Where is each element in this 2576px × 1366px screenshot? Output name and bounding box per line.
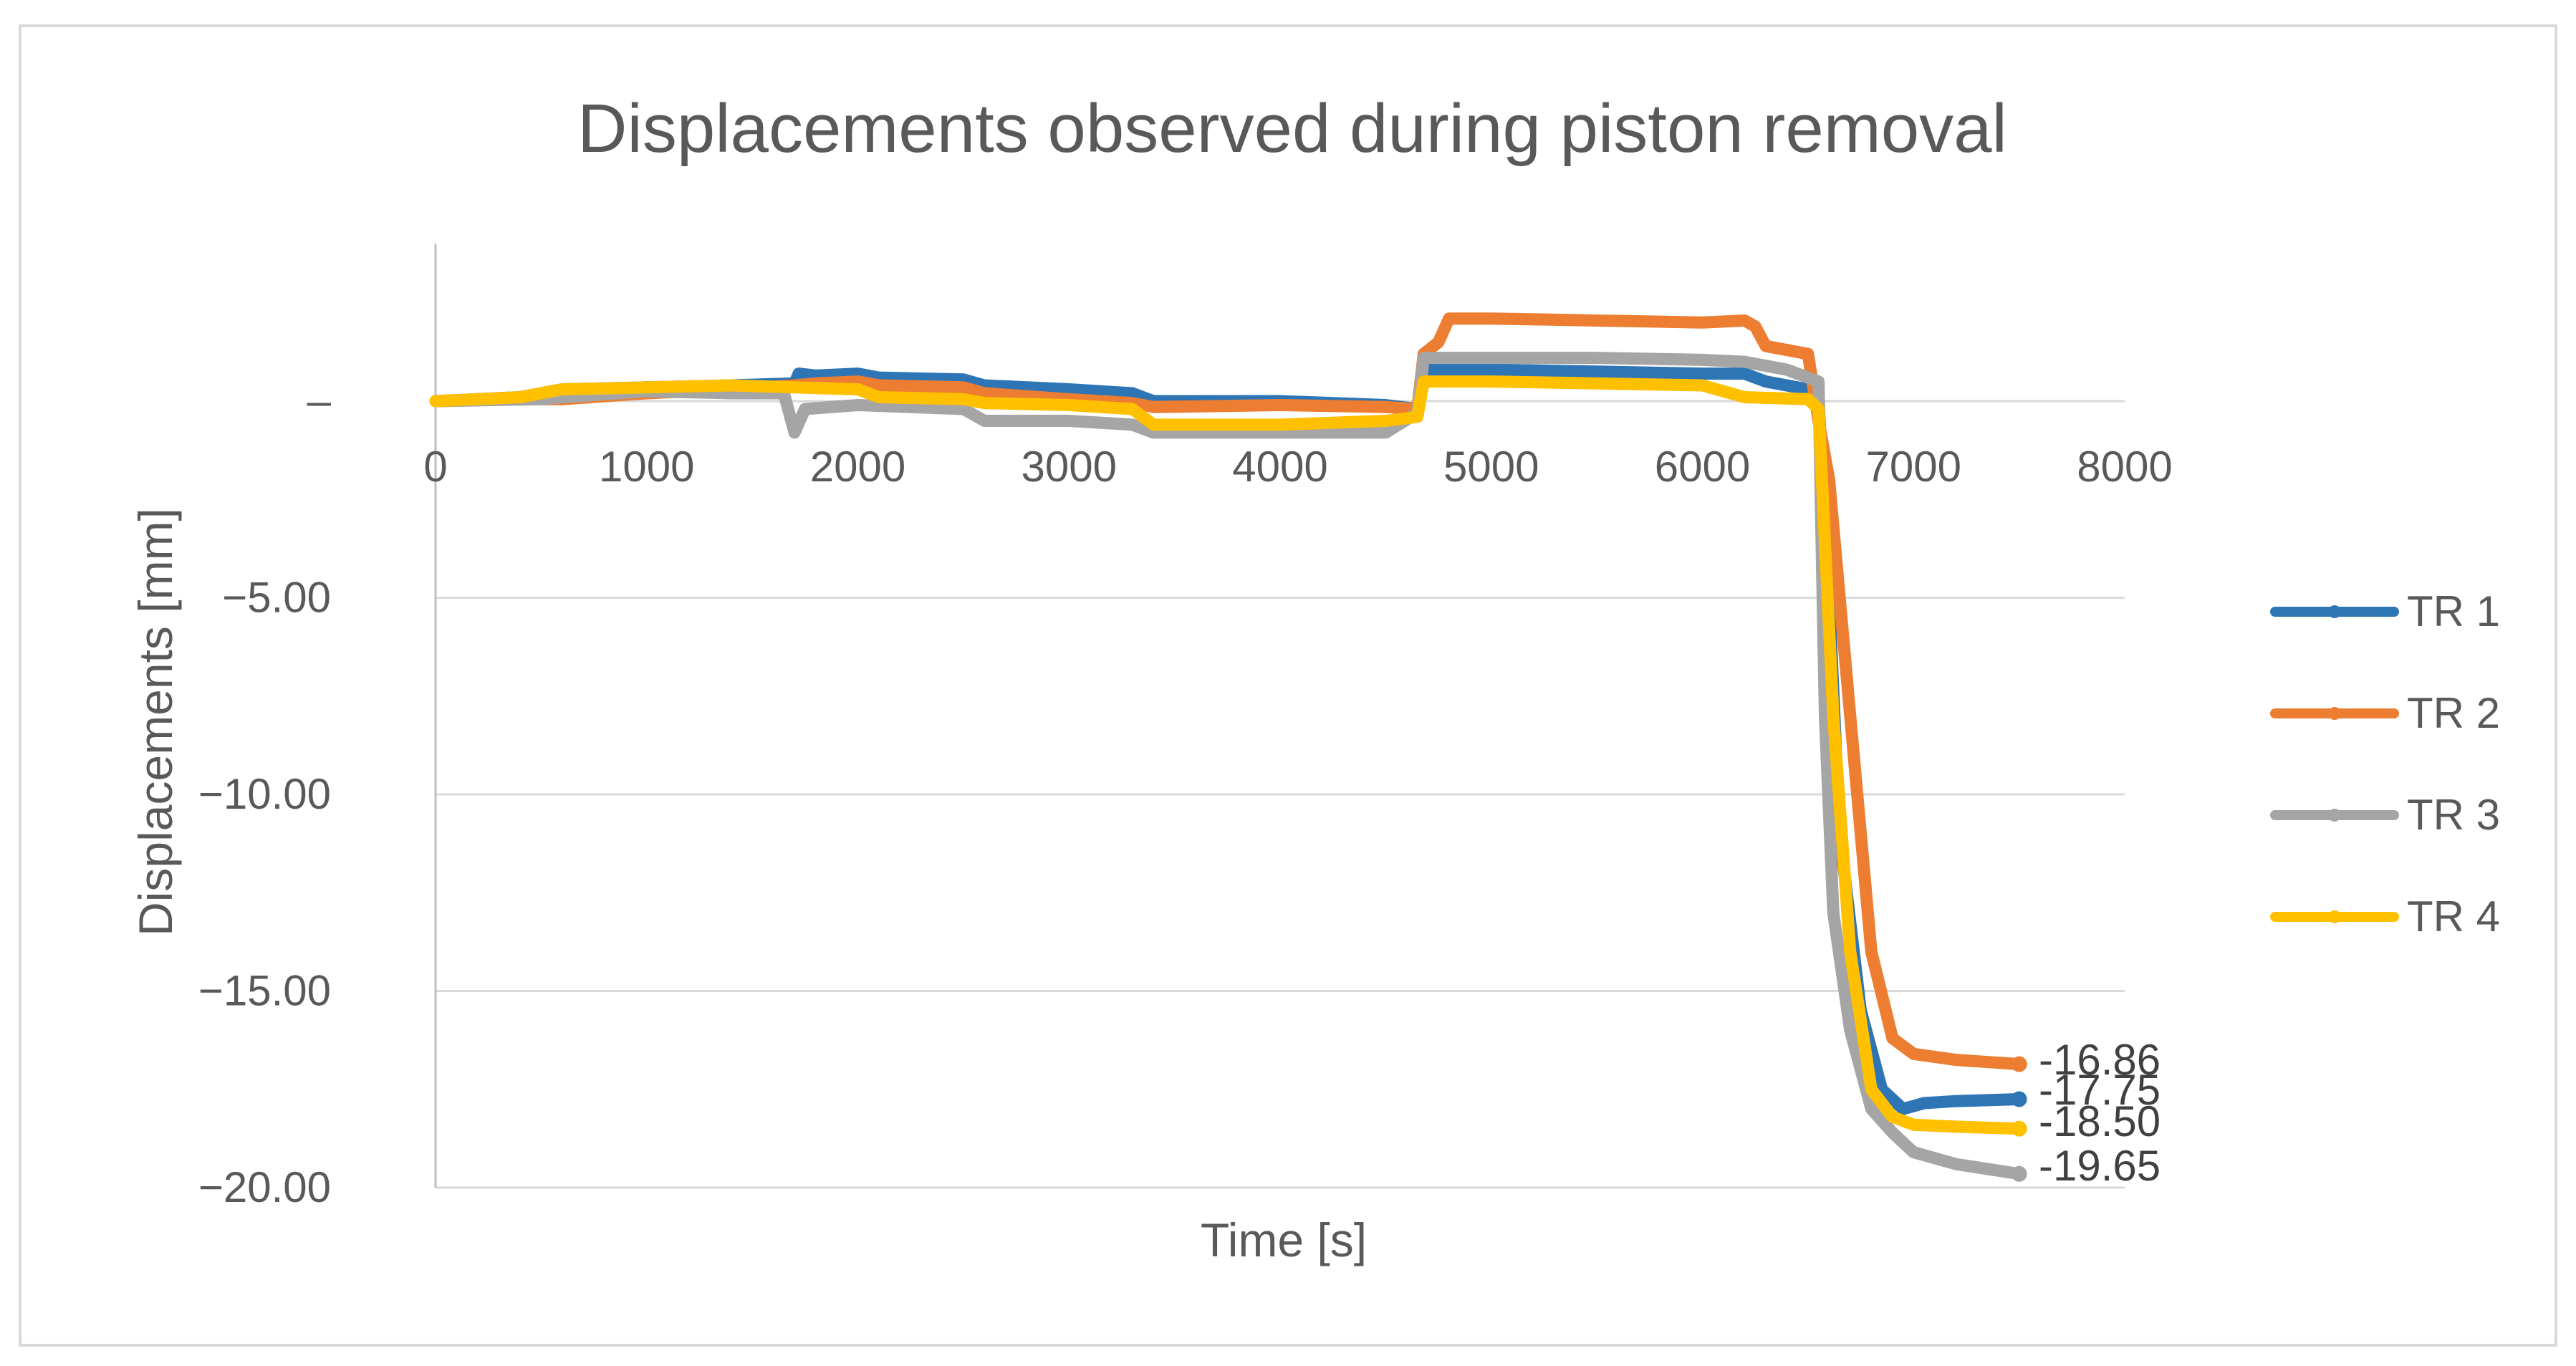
series-layer [429,312,2027,1182]
chart-svg: Displacements observed during piston rem… [129,90,2500,1266]
data-label: -17.75 [2039,1066,2161,1114]
series-end-point-tr-4 [2011,1120,2027,1137]
x-tick-label: 5000 [1443,443,1539,491]
series-end-point-tr-3 [2011,1165,2027,1182]
data-label: -16.86 [2039,1036,2161,1084]
legend-label-tr-2: TR 2 [2407,689,2500,737]
label-layer: -16.86-17.75-18.50-19.65 [2039,1036,2161,1190]
data-label: -18.50 [2039,1097,2161,1145]
y-tick-label: −5.00 [222,574,331,622]
y-tick-label: – [307,377,332,425]
legend-marker-tr-1 [2328,605,2341,618]
y-tick-label: −10.00 [198,770,331,818]
x-tick-label: 1000 [599,443,694,491]
x-axis-title: Time [s] [1201,1213,1367,1266]
legend-marker-tr-2 [2328,707,2341,720]
data-label: -19.65 [2039,1142,2161,1190]
x-tick-label: 2000 [810,443,905,491]
x-tick-label: 0 [423,443,447,491]
legend-label-tr-1: TR 1 [2407,587,2500,635]
y-tick-label: −15.00 [198,967,331,1015]
x-tick-label: 8000 [2077,443,2172,491]
y-axis-title: Displacements [mm] [129,508,182,936]
series-end-point-tr-1 [2011,1091,2027,1107]
tick-layer: – −5.00 −10.00 −15.00 −20.00 0 1000 2000 3000 400… [198,377,2173,1211]
series-end-point-tr-2 [2011,1056,2027,1072]
legend: TR 1 TR 2 TR 3 TR 4 [2270,587,2500,941]
y-tick-label: −20.00 [198,1163,331,1211]
x-tick-label: 6000 [1655,443,1750,491]
legend-marker-tr-3 [2328,809,2341,822]
x-tick-label: 4000 [1232,443,1327,491]
x-tick-label: 7000 [1866,443,1961,491]
chart-frame: Displacements observed during piston rem… [19,24,2557,1347]
x-tick-label: 3000 [1022,443,1117,491]
series-line-tr-4 [429,375,2026,1135]
legend-label-tr-3: TR 3 [2407,791,2500,839]
legend-marker-tr-4 [2328,910,2341,923]
chart-title: Displacements observed during piston rem… [577,90,2007,167]
legend-label-tr-4: TR 4 [2407,893,2500,941]
